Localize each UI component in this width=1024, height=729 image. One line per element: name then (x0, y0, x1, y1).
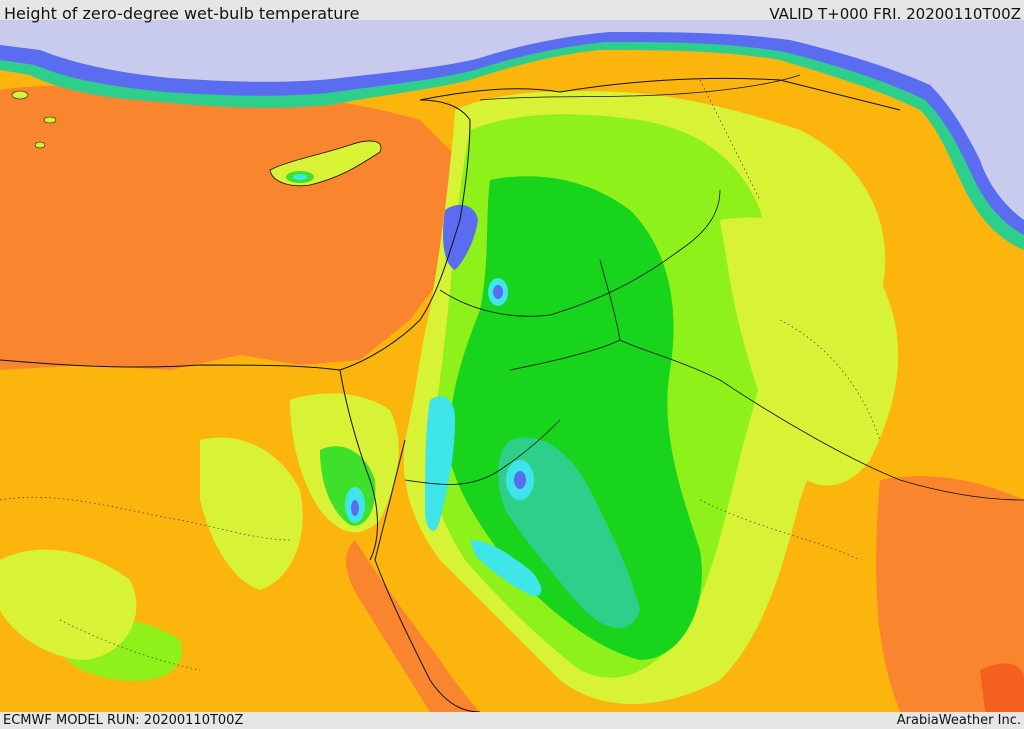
cyprus-cyan (293, 174, 307, 180)
mediterranean-field (0, 85, 460, 371)
lebanon-cold (443, 204, 478, 270)
saudi-blue (514, 471, 526, 489)
iraq-lime (720, 217, 899, 486)
valid-time: VALID T+000 FRI. 20200110T00Z (769, 5, 1021, 23)
map-footer: ECMWF MODEL RUN: 20200110T00Z ArabiaWeat… (0, 712, 1024, 729)
hermon-blue (493, 285, 503, 299)
aegean-islands (11, 90, 57, 149)
model-run: ECMWF MODEL RUN: 20200110T00Z (3, 713, 244, 728)
weather-map (0, 20, 1024, 712)
admin-borders (0, 79, 881, 671)
coastlines (0, 77, 901, 712)
jordan-cyan (425, 396, 455, 531)
southeast-deep-red (980, 663, 1024, 712)
egypt-lime (200, 437, 303, 590)
red-sea (345, 540, 480, 712)
southeast-red (876, 476, 1024, 712)
credit-label: ArabiaWeather Inc. (896, 713, 1021, 728)
saudi-coast-cyan (470, 540, 542, 596)
egypt-west-lime (0, 549, 137, 660)
map-title: Height of zero-degree wet-bulb temperatu… (4, 4, 360, 23)
map-header: Height of zero-degree wet-bulb temperatu… (0, 0, 1024, 23)
map-canvas (0, 20, 1024, 712)
north-very-cold (0, 20, 1024, 220)
borders (404, 74, 1024, 501)
sinai-blue (351, 500, 359, 516)
interior-green (449, 176, 702, 660)
